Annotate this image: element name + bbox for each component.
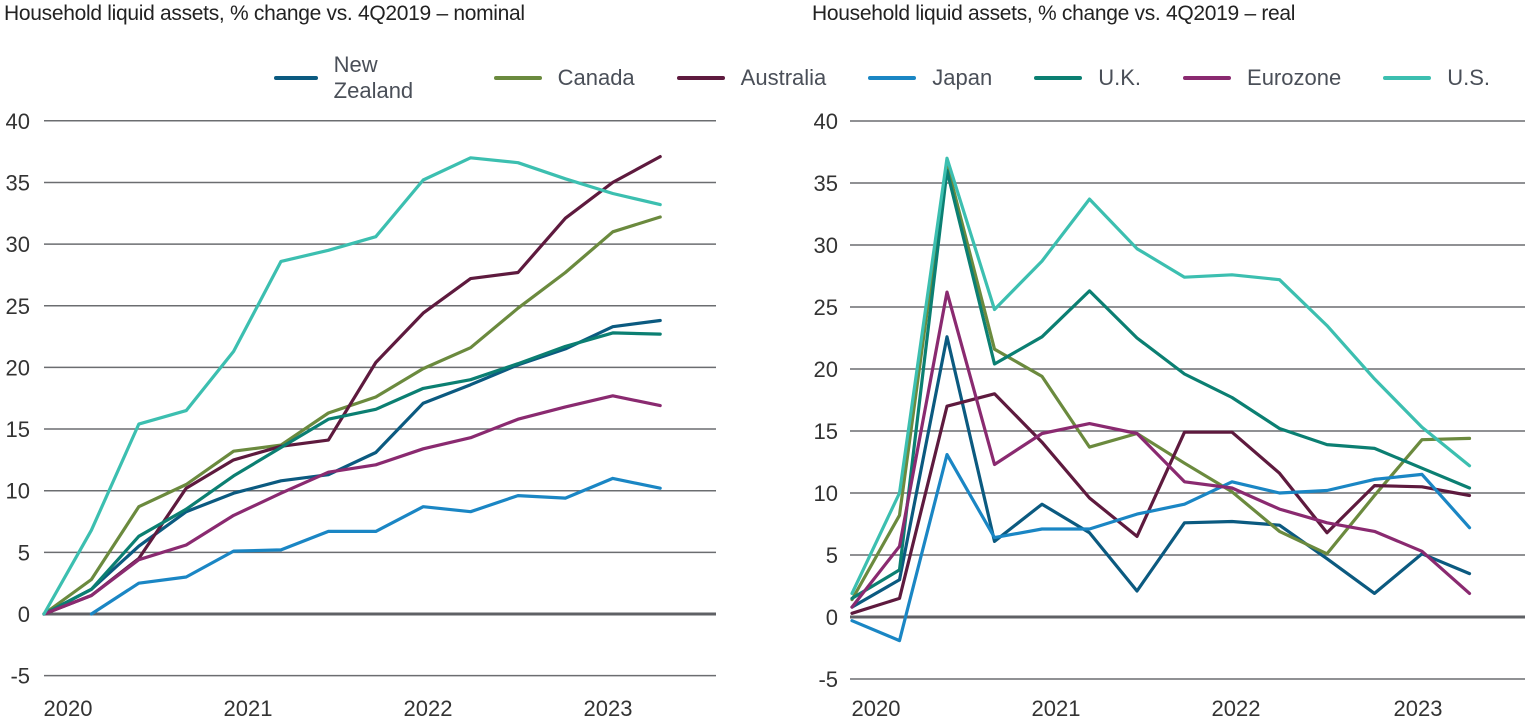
legend-swatch bbox=[1383, 76, 1432, 80]
legend-item-uk: U.K. bbox=[1034, 52, 1141, 104]
legend-item-new-zealand: New Zealand bbox=[274, 52, 452, 104]
legend: New Zealand Canada Australia Japan U.K. … bbox=[274, 52, 1532, 104]
nominal-y-tick-label: 15 bbox=[6, 417, 30, 442]
legend-swatch bbox=[1183, 76, 1232, 80]
real-y-tick-label: 40 bbox=[814, 109, 838, 134]
legend-label: Australia bbox=[740, 65, 827, 90]
legend-swatch bbox=[493, 76, 542, 80]
nominal-x-tick-label: 2022 bbox=[404, 696, 453, 720]
legend-swatch bbox=[1034, 76, 1083, 80]
real-x-tick-label: 2023 bbox=[1394, 696, 1443, 720]
legend-swatch bbox=[868, 76, 917, 80]
legend-item-us: U.S. bbox=[1383, 52, 1490, 104]
nominal-series-u-k bbox=[42, 331, 662, 616]
nominal-series-new-zealand bbox=[42, 318, 662, 616]
real-y-tick-label: 15 bbox=[814, 419, 838, 444]
legend-label: Japan bbox=[932, 65, 993, 90]
legend-swatch bbox=[676, 76, 725, 80]
nominal-y-tick-label: 30 bbox=[6, 232, 30, 257]
legend-label: New Zealand bbox=[333, 52, 414, 103]
real-y-tick-label: 5 bbox=[826, 543, 838, 568]
real-y-tick-label: 25 bbox=[814, 295, 838, 320]
nominal-x-tick-label: 2021 bbox=[224, 696, 273, 720]
real-series-u-s bbox=[850, 156, 1472, 595]
real-y-tick-label: 35 bbox=[814, 171, 838, 196]
nominal-y-tick-label: 35 bbox=[6, 170, 30, 195]
legend-item-eurozone: Eurozone bbox=[1183, 52, 1341, 104]
real-series-japan bbox=[850, 453, 1472, 643]
nominal-x-tick-label: 2020 bbox=[44, 696, 93, 720]
nominal-series-australia bbox=[42, 155, 662, 616]
nominal-series-eurozone bbox=[42, 394, 662, 616]
nominal-y-tick-label: 25 bbox=[6, 294, 30, 319]
nominal-y-tick-label: 10 bbox=[6, 479, 30, 504]
nominal-y-tick-label: 0 bbox=[18, 602, 30, 627]
nominal-y-tick-label: 40 bbox=[6, 109, 30, 134]
real-y-tick-label: 30 bbox=[814, 233, 838, 258]
real-series-u-k bbox=[850, 169, 1472, 600]
legend-label: U.K. bbox=[1098, 65, 1142, 90]
real-series-australia bbox=[850, 392, 1472, 615]
legend-item-australia: Australia bbox=[676, 52, 827, 104]
nominal-y-tick-label: 5 bbox=[18, 540, 30, 565]
nominal-y-tick-label: 20 bbox=[6, 355, 30, 380]
real-x-tick-label: 2022 bbox=[1212, 696, 1261, 720]
legend-label: Canada bbox=[557, 65, 635, 90]
real-x-tick-label: 2021 bbox=[1032, 696, 1081, 720]
real-series-canada bbox=[850, 162, 1472, 602]
nominal-series-canada bbox=[42, 215, 662, 616]
legend-label: Eurozone bbox=[1247, 65, 1342, 90]
legend-swatch bbox=[274, 76, 318, 80]
real-series-new-zealand bbox=[850, 335, 1472, 609]
left-chart-title: Household liquid assets, % change vs. 4Q… bbox=[4, 2, 525, 25]
nominal-x-tick-label: 2023 bbox=[584, 696, 633, 720]
legend-label: U.S. bbox=[1447, 65, 1490, 90]
real-x-tick-label: 2020 bbox=[852, 696, 901, 720]
real-y-tick-label: 10 bbox=[814, 481, 838, 506]
real-y-tick-label: 20 bbox=[814, 357, 838, 382]
real-y-tick-label: 0 bbox=[826, 605, 838, 630]
real-series-eurozone bbox=[850, 290, 1472, 609]
nominal-series-u-s bbox=[42, 156, 662, 616]
legend-item-japan: Japan bbox=[868, 52, 992, 104]
legend-item-canada: Canada bbox=[493, 52, 635, 104]
nominal-series-japan bbox=[89, 476, 662, 616]
nominal-y-tick-label: -5 bbox=[10, 664, 30, 689]
right-chart-title: Household liquid assets, % change vs. 4Q… bbox=[812, 2, 1296, 25]
real-y-tick-label: -5 bbox=[818, 667, 838, 692]
